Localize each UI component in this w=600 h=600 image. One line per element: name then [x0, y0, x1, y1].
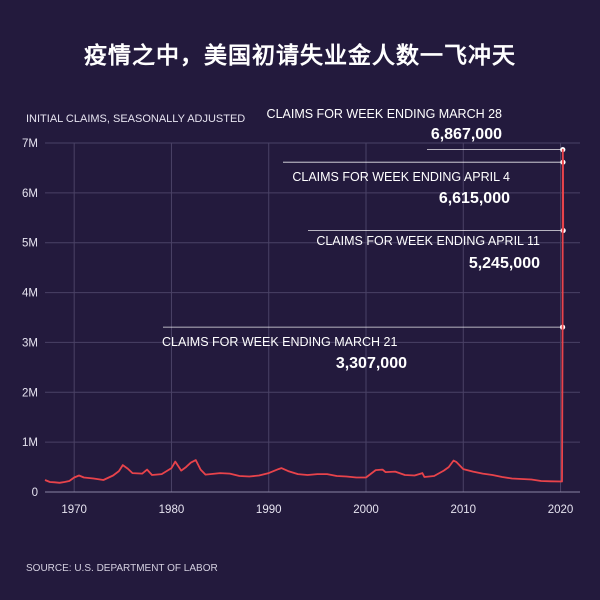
- y-tick-label: 7M: [22, 138, 38, 150]
- y-tick-label: 1M: [22, 437, 38, 449]
- x-tick-label: 2020: [548, 504, 574, 516]
- annotation-value: 6,615,000: [439, 190, 510, 207]
- series-line: [44, 148, 565, 484]
- annotation-label: CLAIMS FOR WEEK ENDING MARCH 28: [267, 107, 502, 121]
- x-tick-label: 1970: [61, 504, 87, 516]
- y-tick-label: 0: [32, 487, 38, 499]
- annotation-value: 3,307,000: [336, 355, 407, 372]
- y-tick-label: 5M: [22, 238, 38, 250]
- annotation-label: CLAIMS FOR WEEK ENDING APRIL 4: [292, 170, 510, 184]
- y-tick-label: 2M: [22, 387, 38, 399]
- source-note: SOURCE: U.S. DEPARTMENT OF LABOR: [26, 563, 218, 574]
- x-tick-label: 2010: [450, 504, 476, 516]
- annotation-value: 6,867,000: [431, 126, 502, 143]
- x-tick-label: 1990: [256, 504, 282, 516]
- chart-title: 疫情之中，美国初请失业金人数一飞冲天: [84, 43, 516, 69]
- y-axis-label: INITIAL CLAIMS, SEASONALLY ADJUSTED: [26, 113, 246, 125]
- x-tick-label: 1980: [159, 504, 185, 516]
- annotation-label: CLAIMS FOR WEEK ENDING APRIL 11: [316, 234, 540, 248]
- x-tick-label: 2000: [353, 504, 379, 516]
- y-tick-label: 6M: [22, 188, 38, 200]
- y-tick-label: 4M: [22, 288, 38, 300]
- annotation-value: 5,245,000: [469, 255, 540, 272]
- y-tick-label: 3M: [22, 337, 38, 349]
- annotation-label: CLAIMS FOR WEEK ENDING MARCH 21: [162, 335, 397, 349]
